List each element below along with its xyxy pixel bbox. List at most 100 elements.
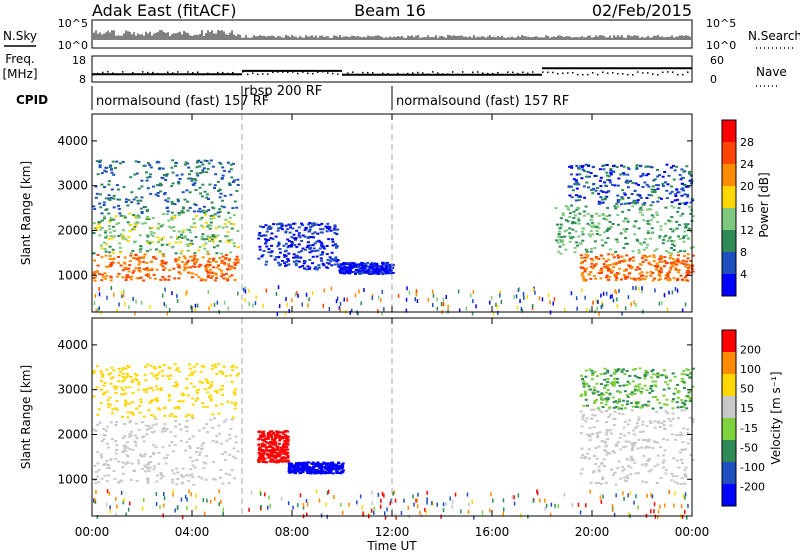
power-cell: [148, 173, 152, 176]
power-cell: [596, 187, 599, 189]
velocity-cell: [689, 398, 693, 401]
cpid-segment-2: rbsp 200 RF: [244, 84, 322, 99]
power-cell: [647, 165, 651, 168]
velocity-cell: [649, 469, 653, 472]
velocity-cell: [107, 446, 110, 449]
power-cell: [331, 240, 335, 243]
power-cell: [308, 267, 311, 270]
velocity-cell: [629, 402, 633, 405]
velocity-cell: [168, 444, 172, 447]
velocity-cell: [684, 448, 688, 451]
velocity-cell: [96, 365, 100, 368]
vel-noise-cell: [96, 514, 99, 519]
vel-noise-cell: [651, 494, 654, 499]
velocity-cell: [664, 472, 668, 475]
velocity-cell: [660, 374, 664, 377]
power-cell: [280, 228, 284, 231]
power-cell: [232, 242, 236, 245]
vel-noise-cell: [195, 505, 197, 510]
velocity-cell: [655, 482, 659, 484]
nave-point: [672, 71, 674, 73]
power-cell: [310, 250, 314, 253]
power-cell: [643, 278, 647, 281]
power-cell: [104, 250, 108, 253]
nave-point: [257, 73, 259, 76]
velocity-cbar-label: Velocity [m s⁻¹]: [769, 371, 783, 464]
power-cell: [584, 205, 588, 208]
power-cell: [102, 241, 106, 244]
power-cell: [587, 273, 591, 276]
power-cell: [218, 188, 222, 191]
power-cell: [387, 266, 391, 269]
power-noise-cell: [113, 292, 115, 297]
power-cell: [226, 279, 230, 282]
power-cell: [300, 250, 303, 253]
power-cell: [228, 268, 232, 271]
velocity-cell: [282, 443, 286, 446]
power-colorbar-swatch: [722, 274, 736, 296]
velocity-cell: [606, 397, 610, 400]
power-cell: [230, 274, 234, 277]
nave-point: [647, 72, 649, 74]
velocity-cell: [629, 455, 633, 458]
velocity-cell: [231, 416, 235, 419]
nave-point: [412, 72, 414, 74]
nave-point: [307, 72, 309, 75]
velocity-cell: [579, 395, 583, 397]
velocity-cell: [603, 449, 607, 451]
velocity-cell: [191, 417, 195, 420]
nsky-panel: N.Sky 10^5 10^0 10^5 10^0 N.Search: [3, 17, 800, 52]
power-cell: [186, 245, 190, 247]
power-cell: [655, 262, 659, 265]
power-cell: [297, 226, 301, 229]
power-cell: [192, 218, 196, 221]
velocity-cell: [681, 449, 685, 451]
velocity-cell: [603, 372, 607, 375]
power-cell: [655, 184, 659, 187]
velocity-cell: [595, 432, 599, 435]
power-cell: [92, 252, 96, 255]
velocity-colorbar-swatch: [722, 462, 736, 484]
power-noise-cell: [684, 302, 687, 307]
power-cell: [645, 246, 649, 249]
power-cell: [205, 270, 209, 273]
velocity-cell: [580, 447, 584, 450]
power-cell: [115, 223, 119, 226]
power-cell: [624, 277, 628, 280]
velocity-cell: [182, 394, 186, 397]
power-cell: [166, 210, 170, 213]
power-cell: [673, 169, 677, 172]
vel-noise-cell: [348, 502, 350, 507]
power-cell: [583, 270, 587, 273]
nave-point: [502, 73, 504, 76]
power-cell: [108, 220, 112, 223]
power-noise-cell: [339, 307, 341, 312]
vel-noise-cell: [416, 498, 418, 503]
power-cell: [656, 213, 659, 216]
power-cell: [289, 226, 293, 229]
power-cell: [333, 231, 337, 234]
power-cell: [179, 241, 182, 244]
velocity-cell: [691, 421, 695, 424]
velocity-cell: [144, 465, 148, 468]
velocity-cell: [606, 451, 610, 454]
power-cell: [627, 168, 631, 171]
power-cell: [233, 245, 237, 248]
nave-point: [417, 71, 419, 74]
power-cell: [164, 199, 168, 202]
velocity-cell: [155, 397, 159, 400]
power-cell: [258, 245, 262, 248]
power-cell: [105, 274, 109, 277]
power-cell: [684, 265, 687, 268]
vel-noise-cell: [384, 515, 387, 520]
velocity-cell: [620, 407, 624, 410]
power-cell: [605, 274, 609, 277]
power-cell: [602, 217, 606, 220]
power-cell: [631, 205, 635, 208]
power-cell: [121, 276, 125, 279]
vel-noise-cell: [159, 505, 161, 510]
power-cell: [134, 214, 138, 217]
vel-noise-cell: [123, 498, 125, 503]
velocity-cell: [215, 391, 219, 394]
velocity-cell: [268, 442, 272, 445]
